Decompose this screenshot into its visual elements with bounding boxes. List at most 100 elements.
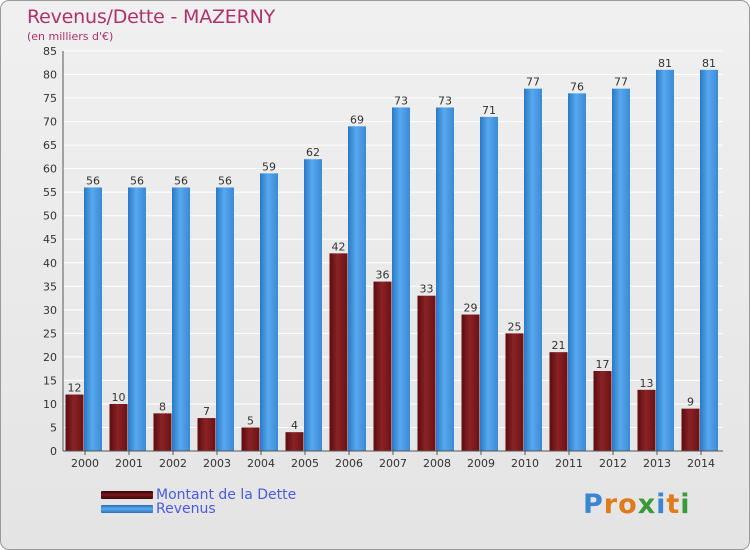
data-label-dette-2014: 9 [687,396,694,409]
y-tick-label: 55 [43,186,57,199]
y-tick-label: 30 [43,304,57,317]
legend-swatch-dette [101,491,153,499]
bar-revenus-2002 [172,187,190,451]
y-tick-label: 75 [43,92,57,105]
bar-revenus-2008 [436,107,454,452]
data-label-dette-2007: 36 [376,269,390,282]
data-label-dette-2009: 29 [464,302,478,315]
y-tick-label: 45 [43,233,57,246]
bar-dette-2006 [329,253,348,451]
bar-revenus-2005 [304,159,322,451]
bar-dette-2008 [417,295,436,451]
bar-dette-2009 [461,314,480,451]
x-tick-label-2003: 2003 [203,457,231,470]
data-label-revenus-2005: 62 [306,146,320,159]
data-label-dette-2013: 13 [640,377,654,390]
x-tick-label-2009: 2009 [467,457,495,470]
x-tick-label-2005: 2005 [291,457,319,470]
y-tick-label: 80 [43,69,57,82]
bar-revenus-2000 [84,187,102,451]
y-tick-label: 50 [43,210,57,223]
data-label-revenus-2007: 73 [394,94,408,107]
bar-revenus-2013 [656,69,674,451]
logo-letter: x [637,489,657,520]
legend-swatch-revenus [101,505,153,513]
data-label-revenus-2001: 56 [130,174,144,187]
data-label-revenus-2014: 81 [702,57,716,70]
y-tick-label: 5 [50,421,57,434]
y-tick-label: 0 [50,445,57,458]
bar-dette-2012 [593,371,612,451]
legend-label-revenus: Revenus [156,501,216,517]
x-tick-label-2014: 2014 [687,457,715,470]
x-tick-label-2001: 2001 [115,457,143,470]
data-label-revenus-2013: 81 [658,57,672,70]
bar-dette-2001 [109,403,128,451]
bar-revenus-2001 [128,187,146,451]
chart-title: Revenus/Dette - MAZERNY [27,6,276,28]
bar-dette-2002 [153,413,172,451]
bar-dette-2003 [197,418,216,451]
bar-dette-2010 [505,333,524,451]
bar-revenus-2010 [524,88,542,451]
data-label-revenus-2008: 73 [438,94,452,107]
bar-revenus-2006 [348,126,366,451]
y-tick-label: 10 [43,398,57,411]
x-tick-label-2010: 2010 [511,457,539,470]
logo-letter: i [656,489,667,520]
bar-revenus-2011 [568,93,586,452]
logo-letter: o [618,489,638,520]
legend-item-revenus: Revenus [101,501,216,517]
x-tick-label-2000: 2000 [71,457,99,470]
x-tick-label-2008: 2008 [423,457,451,470]
bar-dette-2000 [65,394,84,451]
data-label-revenus-2004: 59 [262,160,276,173]
bar-dette-2013 [637,389,656,451]
y-tick-label: 35 [43,280,57,293]
data-label-dette-2008: 33 [420,283,434,296]
bar-revenus-2012 [612,88,630,451]
x-tick-label-2007: 2007 [379,457,407,470]
logo-letter: r [603,489,619,520]
bar-revenus-2003 [216,187,234,451]
y-tick-label: 15 [43,374,57,387]
data-label-revenus-2010: 77 [526,76,540,89]
bar-dette-2007 [373,281,392,451]
bar-revenus-2004 [260,173,278,451]
y-tick-label: 60 [43,163,57,176]
y-tick-label: 85 [43,45,57,58]
bar-revenus-2014 [700,69,718,451]
x-tick-label-2012: 2012 [599,457,627,470]
logo-letter: P [583,489,604,520]
x-tick-label-2006: 2006 [335,457,363,470]
data-label-dette-2012: 17 [596,358,610,371]
data-label-revenus-2003: 56 [218,174,232,187]
y-tick-label: 20 [43,351,57,364]
bar-dette-2005 [285,432,304,451]
data-label-dette-2011: 21 [552,339,566,352]
data-label-dette-2010: 25 [508,320,522,333]
y-tick-label: 25 [43,327,57,340]
logo-letter: i [680,489,691,520]
data-label-dette-2005: 4 [291,419,298,432]
data-label-dette-2001: 10 [112,391,126,404]
y-tick-label: 65 [43,139,57,152]
data-label-revenus-2011: 76 [570,80,584,93]
y-tick-label: 40 [43,257,57,270]
data-label-revenus-2006: 69 [350,113,364,126]
data-label-dette-2004: 5 [247,414,254,427]
bar-dette-2004 [241,427,260,451]
data-label-revenus-2000: 56 [86,174,100,187]
data-label-dette-2006: 42 [332,240,346,253]
x-tick-label-2004: 2004 [247,457,275,470]
data-label-revenus-2012: 77 [614,76,628,89]
chart-subtitle: (en milliers d'€) [27,30,114,43]
x-tick-label-2002: 2002 [159,457,187,470]
data-label-dette-2002: 8 [159,400,166,413]
data-label-dette-2003: 7 [203,405,210,418]
logo-letter: t [666,489,681,520]
data-label-dette-2000: 12 [68,382,82,395]
bar-dette-2014 [681,408,700,451]
